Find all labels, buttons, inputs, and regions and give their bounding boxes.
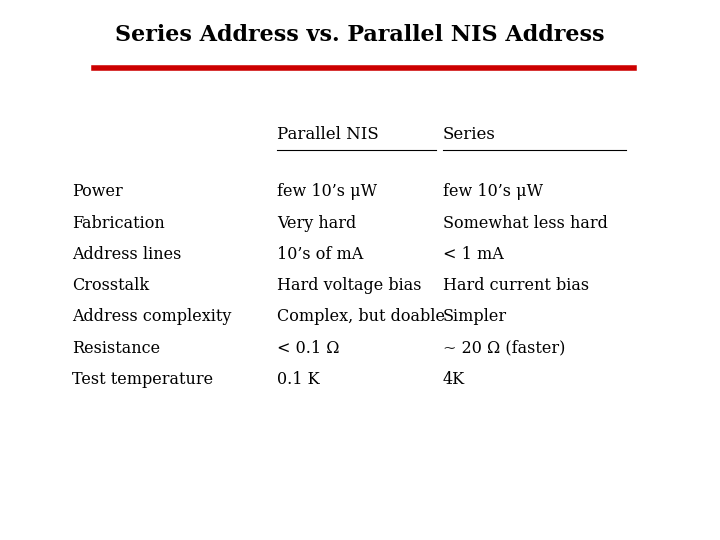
Text: Parallel NIS: Parallel NIS [277,126,379,143]
Text: Test temperature: Test temperature [72,371,213,388]
Text: Fabrication: Fabrication [72,214,165,232]
Text: Complex, but doable: Complex, but doable [277,308,445,326]
Text: 4K: 4K [443,371,465,388]
Text: Address lines: Address lines [72,246,181,263]
Text: few 10’s μW: few 10’s μW [277,183,377,200]
Text: Series: Series [443,126,495,143]
Text: ~ 20 Ω (faster): ~ 20 Ω (faster) [443,340,565,357]
Text: Series Address vs. Parallel NIS Address: Series Address vs. Parallel NIS Address [115,24,605,46]
Text: 10’s of mA: 10’s of mA [277,246,364,263]
Text: Crosstalk: Crosstalk [72,277,149,294]
Text: < 1 mA: < 1 mA [443,246,503,263]
Text: 0.1 K: 0.1 K [277,371,320,388]
Text: Hard voltage bias: Hard voltage bias [277,277,422,294]
Text: Simpler: Simpler [443,308,507,326]
Text: Somewhat less hard: Somewhat less hard [443,214,608,232]
Text: Resistance: Resistance [72,340,160,357]
Text: Very hard: Very hard [277,214,356,232]
Text: Address complexity: Address complexity [72,308,231,326]
Text: few 10’s μW: few 10’s μW [443,183,543,200]
Text: Power: Power [72,183,122,200]
Text: Hard current bias: Hard current bias [443,277,589,294]
Text: < 0.1 Ω: < 0.1 Ω [277,340,340,357]
